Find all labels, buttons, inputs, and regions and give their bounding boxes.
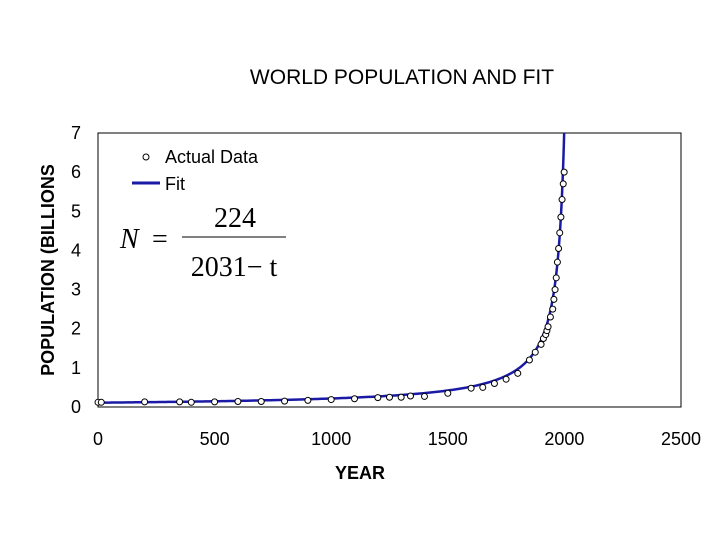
x-tick-label: 1000 — [311, 429, 351, 449]
data-point — [397, 393, 405, 401]
data-point — [531, 348, 539, 356]
x-axis-ticks: 0 500 1000 1500 2000 2500 — [93, 429, 701, 449]
data-point — [479, 383, 487, 391]
formula-equals: = — [152, 224, 168, 255]
y-tick-label: 2 — [71, 319, 81, 339]
data-point — [467, 384, 475, 392]
formula-numerator: 224 — [214, 203, 256, 234]
x-tick-label: 1500 — [428, 429, 468, 449]
y-tick-label: 3 — [71, 280, 81, 300]
x-tick-label: 500 — [200, 429, 230, 449]
data-point — [257, 398, 265, 406]
data-point — [552, 274, 560, 282]
data-point — [537, 340, 545, 348]
data-point — [211, 398, 219, 406]
data-point — [444, 389, 452, 397]
data-point — [141, 398, 149, 406]
data-point — [374, 394, 382, 402]
y-tick-label: 5 — [71, 201, 81, 221]
data-point — [558, 196, 566, 204]
data-point — [514, 369, 522, 377]
formula-denominator: 2031− t — [191, 252, 278, 283]
data-point — [556, 229, 564, 237]
y-tick-label: 1 — [71, 358, 81, 378]
data-point — [555, 244, 563, 252]
data-point — [557, 213, 565, 221]
data-point — [187, 398, 195, 406]
data-point — [386, 393, 393, 401]
data-point — [327, 396, 335, 404]
y-tick-label: 6 — [71, 162, 81, 182]
data-point — [502, 375, 510, 383]
data-point — [304, 396, 312, 404]
data-point — [406, 392, 414, 400]
x-tick-label: 0 — [93, 429, 103, 449]
data-point — [176, 398, 184, 406]
data-point — [551, 286, 559, 294]
data-point — [281, 397, 289, 405]
legend: Actual Data Fit — [132, 147, 259, 194]
data-point — [234, 398, 242, 406]
data-point — [553, 258, 561, 266]
data-point — [560, 168, 568, 176]
data-point — [97, 398, 105, 406]
y-tick-label: 7 — [71, 123, 81, 143]
y-tick-label: 0 — [71, 397, 81, 417]
fit-formula: N = 224 2031− t — [119, 203, 286, 283]
data-point — [490, 380, 498, 388]
y-axis-ticks: 0 1 2 3 4 5 6 7 — [71, 123, 81, 417]
legend-label-fit: Fit — [165, 174, 185, 194]
data-point — [351, 395, 359, 403]
y-axis-label: POPULATION (BILLIONS — [38, 164, 58, 376]
x-axis-label: YEAR — [335, 463, 385, 483]
formula-lhs: N — [119, 224, 140, 255]
legend-label-actual: Actual Data — [165, 147, 259, 167]
y-tick-label: 4 — [71, 240, 81, 260]
data-point — [544, 323, 552, 331]
legend-marker-actual — [142, 153, 150, 161]
data-point — [525, 356, 533, 364]
data-point — [420, 392, 428, 400]
data-point — [546, 313, 554, 321]
data-point — [549, 305, 557, 313]
x-tick-label: 2000 — [544, 429, 584, 449]
chart-title: WORLD POPULATION AND FIT — [250, 66, 554, 89]
plot-area — [97, 132, 682, 408]
data-point — [559, 180, 567, 188]
data-points — [94, 168, 568, 406]
data-point — [550, 295, 558, 303]
x-tick-label: 2500 — [661, 429, 701, 449]
